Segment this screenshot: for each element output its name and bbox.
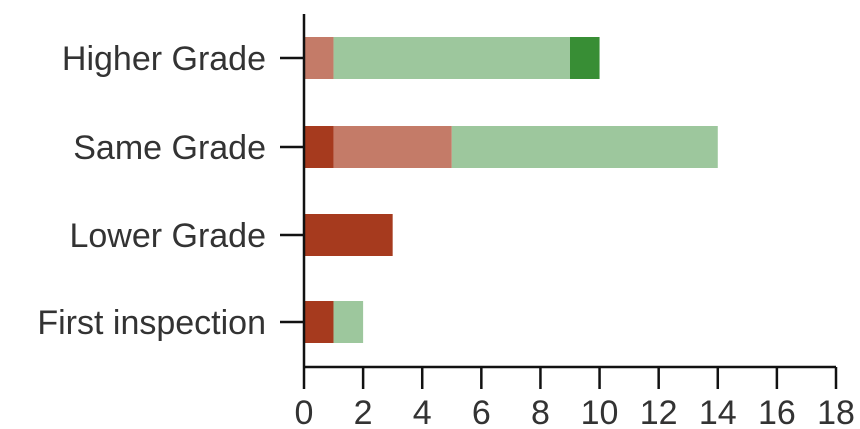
bar-segment-2-0 <box>304 214 393 256</box>
bar-segment-3-0 <box>304 301 334 343</box>
x-tick-label: 2 <box>354 394 373 429</box>
x-tick-label: 8 <box>531 394 550 429</box>
x-tick-label: 4 <box>413 394 432 429</box>
bar-segment-1-0 <box>304 126 334 168</box>
x-tick-label: 16 <box>758 394 796 429</box>
x-tick-label: 6 <box>472 394 491 429</box>
category-label: Lower Grade <box>69 217 266 255</box>
x-tick-label: 12 <box>640 394 678 429</box>
x-tick-label: 10 <box>581 394 619 429</box>
x-axis: 0 2 4 6 8 10 12 14 16 18 <box>295 365 855 429</box>
category-label: First inspection <box>37 304 266 342</box>
bar-segment-0-1 <box>304 37 334 79</box>
y-axis: Higher Grade Same Grade Lower Grade First i… <box>37 14 306 367</box>
x-tick-label: 0 <box>295 394 314 429</box>
x-tick-label: 14 <box>699 394 737 429</box>
x-tick-label: 18 <box>817 394 855 429</box>
bar-segment-3-2 <box>333 301 364 343</box>
bar-segment-1-2 <box>451 126 718 168</box>
bars-layer <box>304 37 718 343</box>
bar-segment-0-2 <box>333 37 570 79</box>
bar-segment-0-3 <box>570 37 600 79</box>
category-label: Same Grade <box>73 129 266 167</box>
bar-segment-1-1 <box>333 126 452 168</box>
category-label: Higher Grade <box>62 40 266 78</box>
